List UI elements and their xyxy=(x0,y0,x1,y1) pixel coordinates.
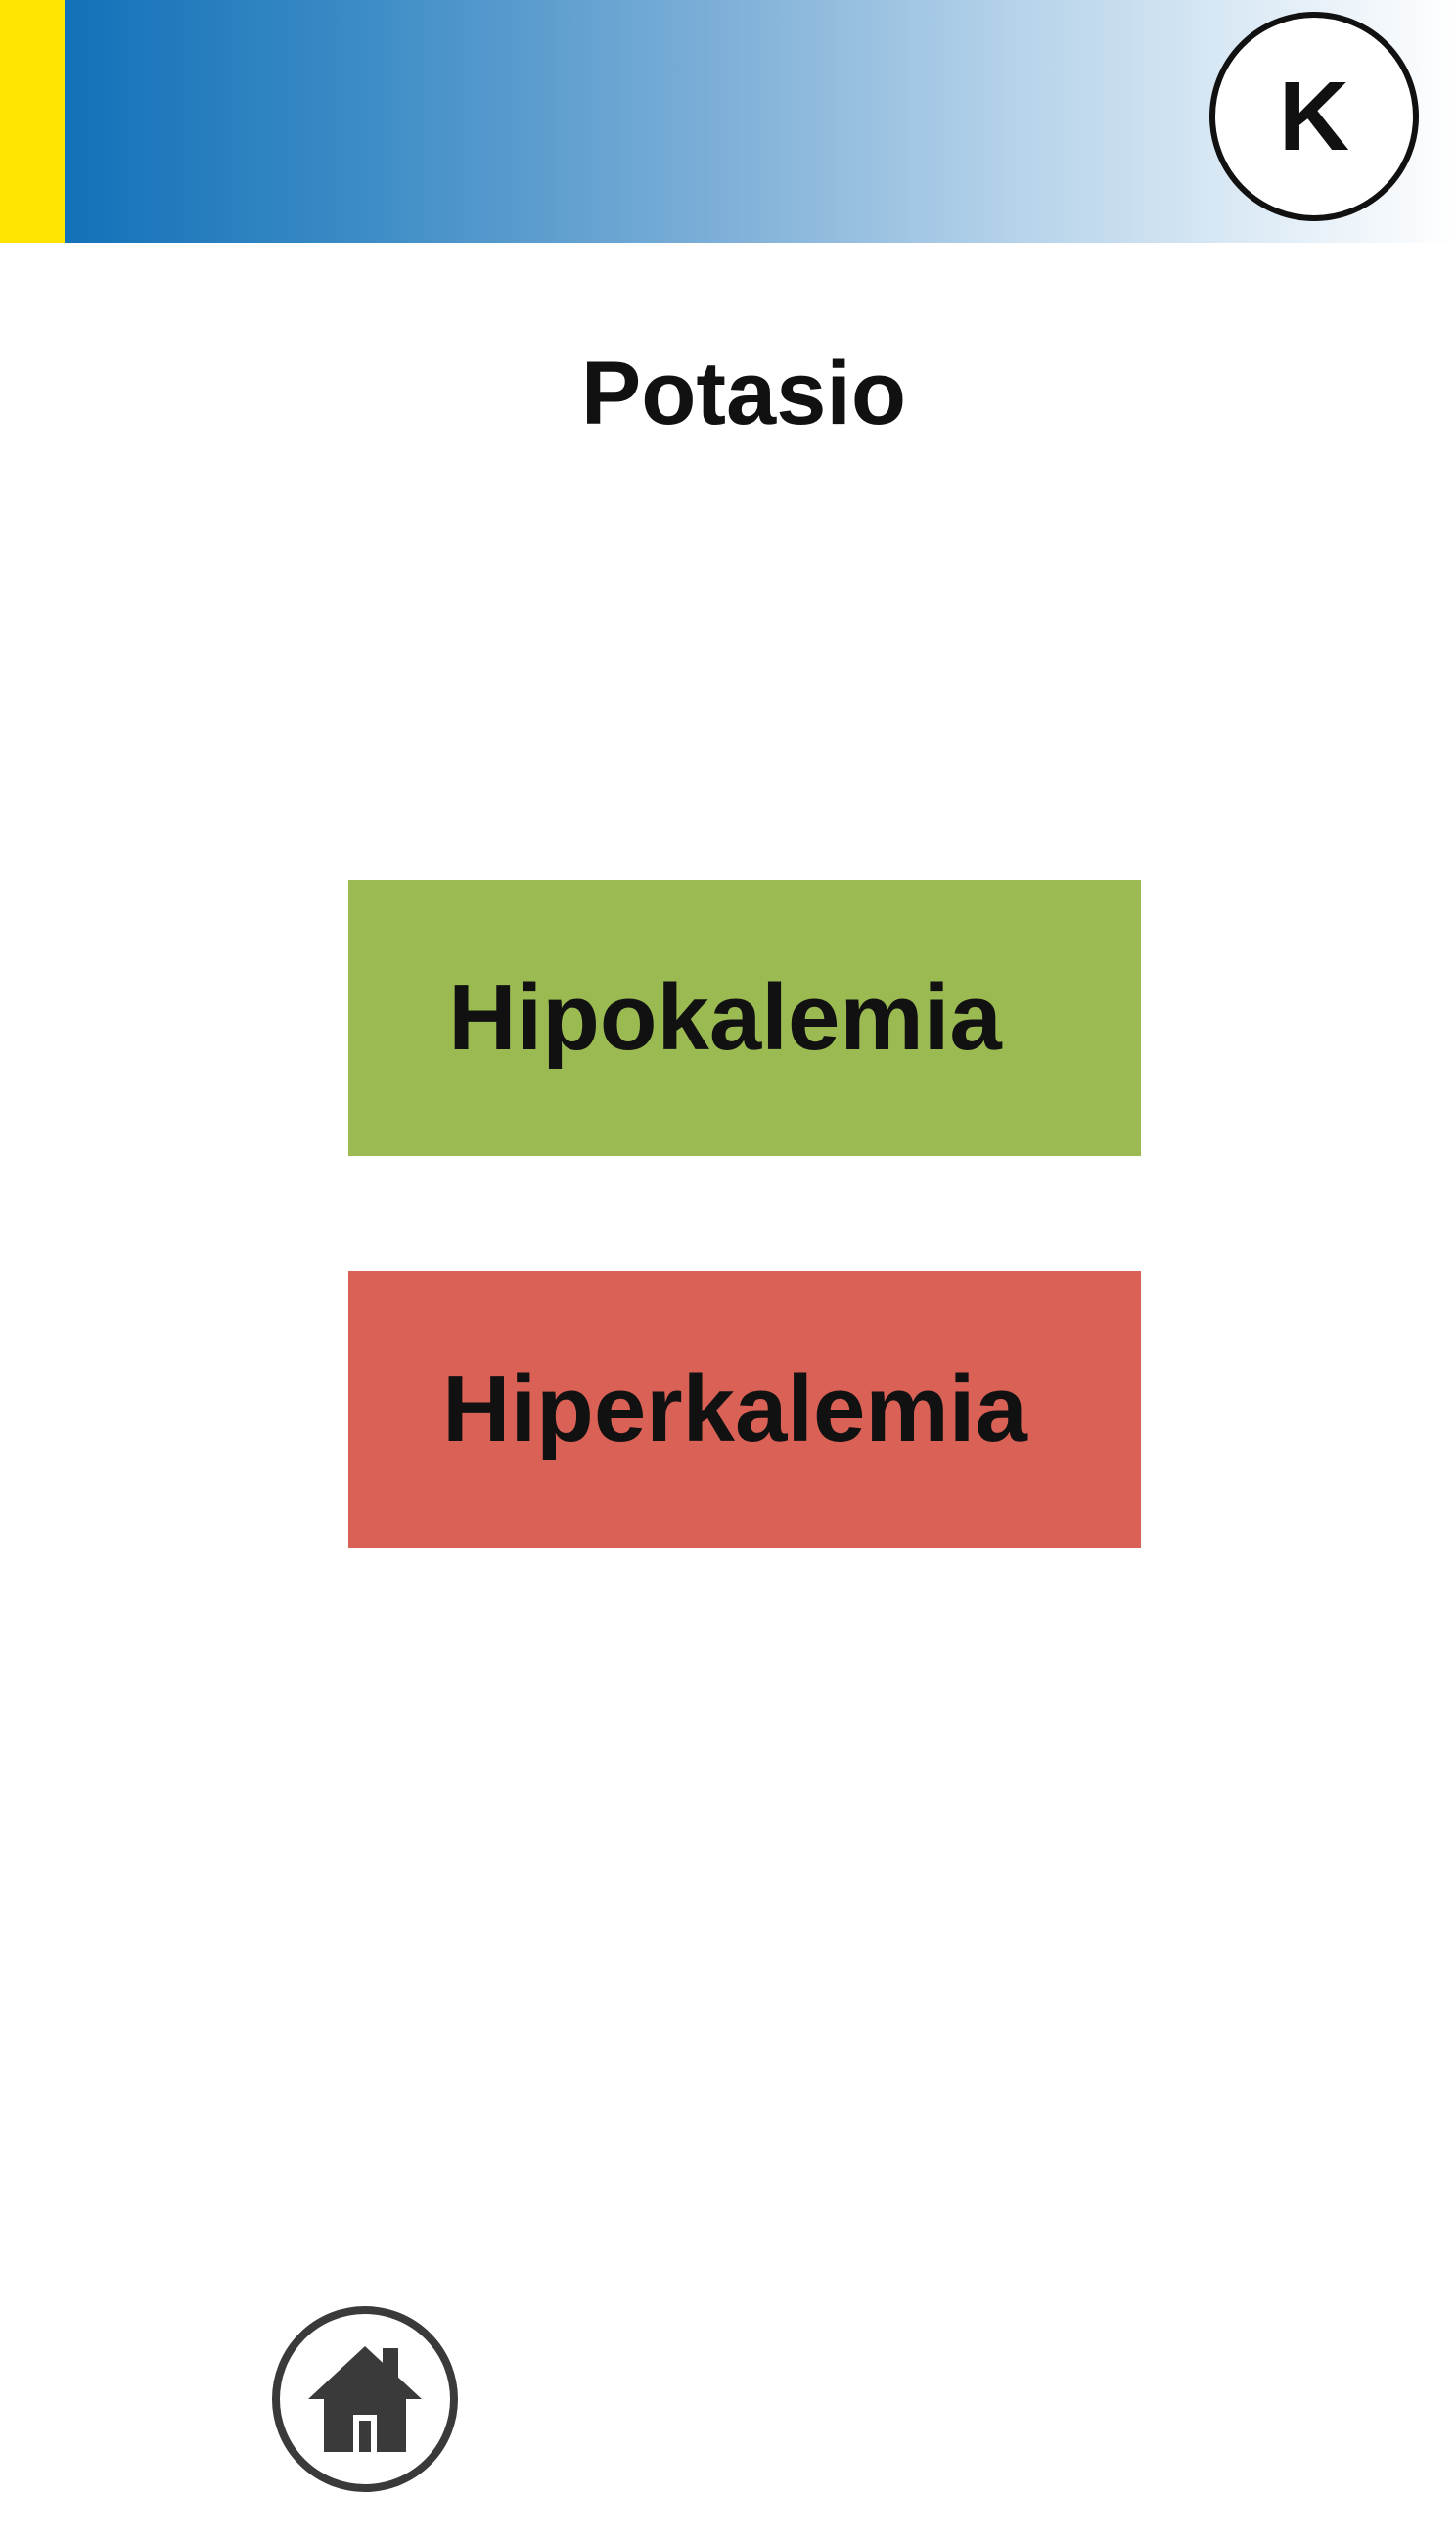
hipokalemia-button[interactable]: Hipokalemia xyxy=(348,880,1141,1156)
header-bar: K xyxy=(0,0,1456,243)
home-icon xyxy=(304,2338,426,2460)
page-title: Potasio xyxy=(0,343,1456,445)
hipokalemia-label: Hipokalemia xyxy=(448,964,1002,1072)
hiperkalemia-button[interactable]: Hiperkalemia xyxy=(348,1272,1141,1548)
potassium-symbol-button[interactable]: K xyxy=(1209,12,1419,221)
home-button[interactable] xyxy=(272,2306,458,2492)
yellow-accent-strip xyxy=(0,0,65,243)
hiperkalemia-label: Hiperkalemia xyxy=(442,1356,1027,1463)
